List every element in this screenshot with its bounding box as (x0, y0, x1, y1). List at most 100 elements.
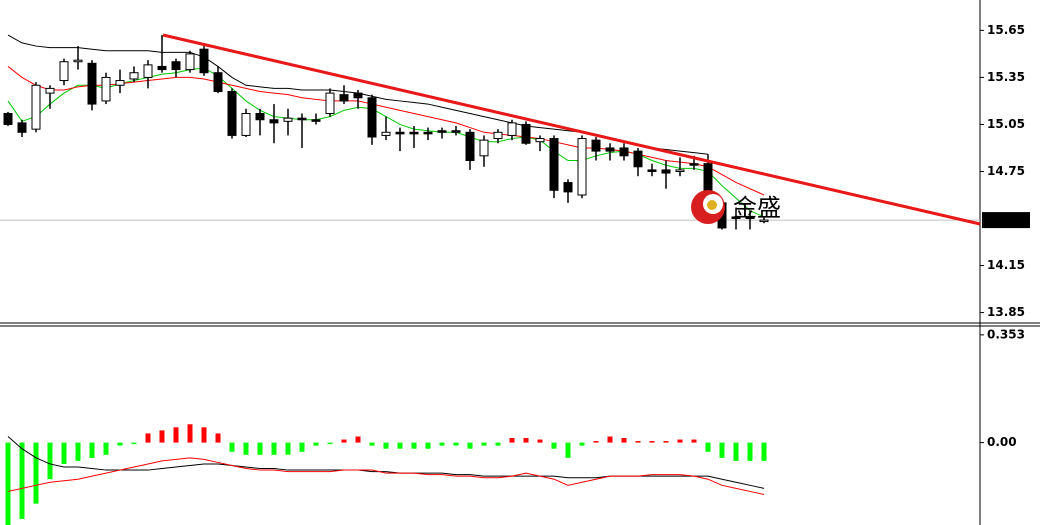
histogram-bar (327, 442, 333, 445)
histogram-bar (75, 442, 81, 461)
candle-body (409, 131, 419, 135)
candle-body (255, 112, 265, 121)
candle-body (101, 76, 111, 102)
candle-body (31, 84, 41, 130)
candle-body (605, 147, 615, 152)
candle-body (213, 72, 223, 93)
histogram-bar (47, 442, 53, 480)
candle-body (17, 122, 27, 133)
candle-body (87, 62, 97, 105)
histogram-bar (229, 442, 235, 452)
histogram-bar (425, 442, 431, 449)
histogram-bar (411, 442, 417, 449)
histogram-bar (551, 442, 557, 449)
candle-body (745, 216, 755, 220)
histogram-bar (397, 442, 403, 449)
line-series (7, 457, 765, 495)
y-tick-label: 15.35 (987, 70, 1025, 84)
histogram-bar (145, 433, 151, 443)
candle-body (451, 130, 461, 133)
histogram-bar (131, 442, 137, 445)
candle-body (325, 92, 335, 114)
histogram-bar (383, 442, 389, 449)
candle-body (241, 112, 251, 136)
candle-body (731, 216, 741, 220)
y-tick-label: 14.75 (987, 164, 1025, 178)
candle-body (661, 169, 671, 174)
candle-body (143, 64, 153, 78)
histogram-bar (299, 442, 305, 452)
candle-body (479, 139, 489, 157)
y-tick-label: 14.15 (987, 258, 1025, 272)
histogram-bar (89, 442, 95, 458)
histogram-bar (187, 424, 193, 443)
y-tick-label: 15.65 (987, 23, 1025, 37)
watermark-logo (707, 200, 717, 210)
candle-body (269, 119, 279, 124)
histogram-bar (747, 442, 753, 461)
candle-body (507, 122, 517, 136)
histogram-bar (509, 438, 515, 443)
candle-body (353, 92, 363, 99)
trend-line (162, 33, 981, 226)
y-tick-label: 15.05 (987, 117, 1025, 131)
histogram-bar (621, 438, 627, 443)
candle-body (689, 163, 699, 166)
candle-body (577, 138, 587, 196)
candle-body (521, 123, 531, 144)
candle-body (619, 147, 629, 157)
candle-body (381, 131, 391, 136)
candle-body (563, 181, 573, 193)
histogram-bar (313, 442, 319, 446)
candle-body (367, 97, 377, 138)
histogram-bar (523, 438, 529, 443)
last-price-box (982, 212, 1030, 229)
candle-body (423, 131, 433, 135)
histogram-bar (607, 436, 613, 443)
histogram-bar (565, 442, 571, 458)
candle-body (73, 59, 83, 63)
candle-body (171, 61, 181, 71)
candle-body (129, 72, 139, 80)
histogram-bar (369, 442, 375, 446)
histogram-bar (691, 439, 697, 443)
candle-body (647, 169, 657, 172)
histogram-bar (467, 442, 473, 449)
histogram-bar (719, 442, 725, 458)
macd-panel: 0.353 0.00 (5, 327, 1025, 525)
histogram-bar (215, 433, 221, 443)
histogram-bar (117, 442, 123, 446)
candle-body (465, 131, 475, 162)
candle-body (759, 219, 769, 223)
histogram-bar (495, 442, 501, 446)
y-tick-label: 13.85 (987, 305, 1025, 319)
histogram-bar (579, 442, 585, 446)
last-price-label: 14.44 (986, 213, 1024, 227)
candle-body (395, 131, 405, 135)
histogram-bar (33, 442, 39, 504)
histogram-bar (663, 441, 669, 443)
y-tick-label: 0.00 (987, 435, 1017, 449)
candle-body (549, 138, 559, 191)
candle-body (283, 117, 293, 122)
histogram-bar (705, 442, 711, 452)
histogram-bar (593, 441, 599, 443)
candle-body (185, 53, 195, 71)
histogram-bar (355, 436, 361, 443)
candle-body (115, 80, 125, 86)
candle-body (199, 48, 209, 74)
histogram-bar (733, 442, 739, 461)
histogram-bar (5, 442, 11, 525)
histogram-bar (635, 441, 641, 443)
candle-body (591, 139, 601, 152)
histogram-bar (159, 430, 165, 443)
histogram-bar (537, 439, 543, 443)
watermark: 金盛 (691, 190, 781, 224)
candle-body (633, 150, 643, 168)
histogram-bar (677, 439, 683, 443)
y-tick-label: 0.353 (987, 327, 1025, 341)
candle-body (437, 130, 447, 133)
candle-body (45, 87, 55, 94)
histogram-bar (649, 441, 655, 443)
